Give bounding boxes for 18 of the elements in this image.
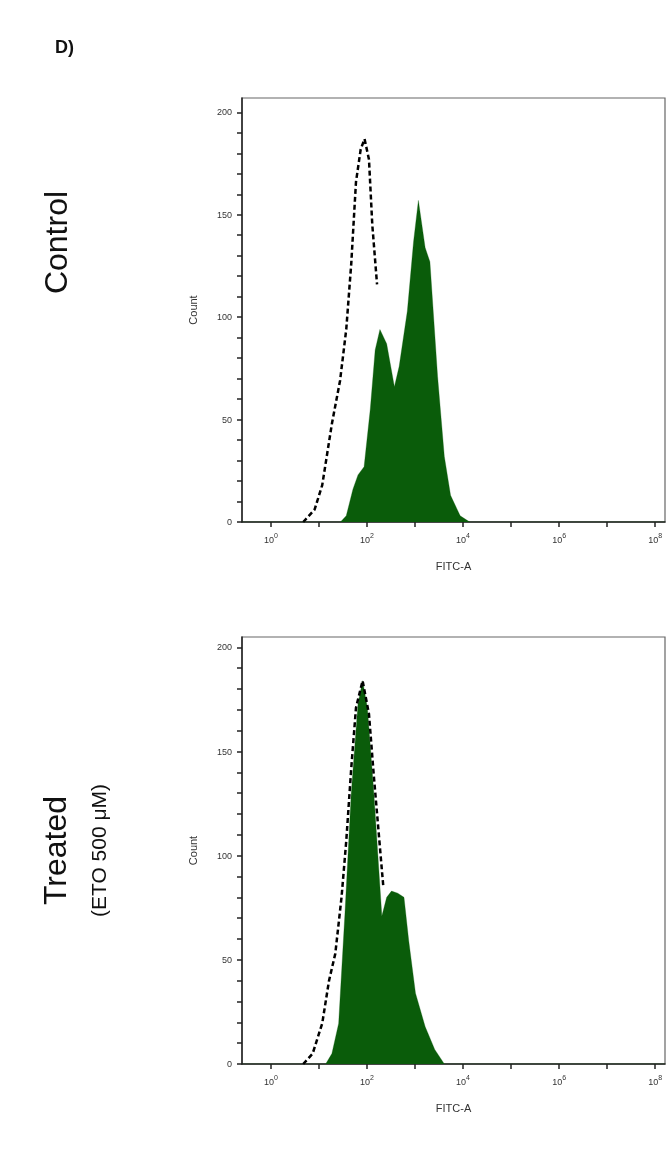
x-axis-title: FITC-A [435,1101,472,1114]
text: D) [55,37,74,57]
y-axis-title: Count [186,295,199,325]
y-tick-label: 150 [216,209,232,220]
y-tick-label: 50 [221,954,232,965]
y-tick-label: 100 [216,850,232,861]
x-axis-title: FITC-A [435,559,472,572]
y-tick-label: 200 [216,107,232,118]
y-tick-label: 150 [216,746,232,757]
y-tick-label: 50 [221,414,232,425]
y-tick-label: 0 [226,517,232,527]
y-axis-title: Count [186,835,199,866]
y-tick-label: 100 [216,312,232,323]
text: Control [38,190,74,295]
text: Treated [37,795,73,906]
y-tick-label: 0 [226,1059,232,1069]
text: (ETO 500 μM) [86,783,110,918]
y-tick-label: 200 [216,642,232,653]
